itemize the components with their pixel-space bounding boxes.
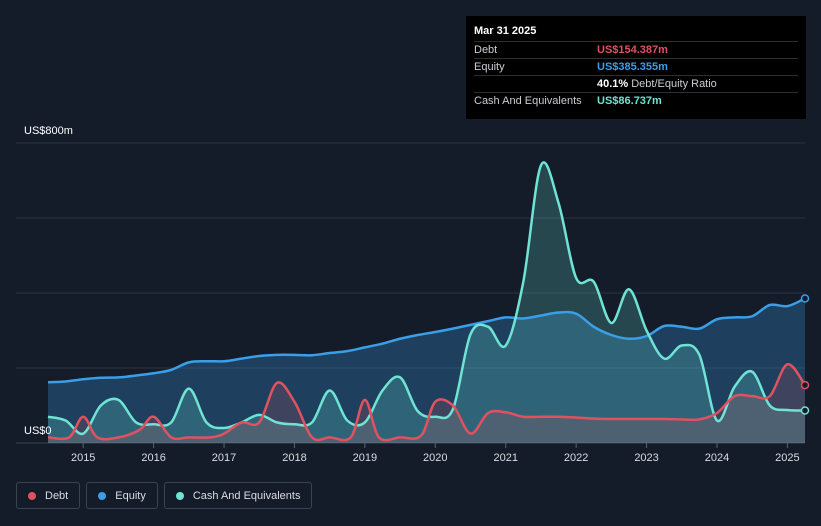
legend-item-cash[interactable]: Cash And Equivalents — [163, 482, 313, 509]
ratio-suffix: Debt/Equity Ratio — [631, 78, 717, 90]
cash-area — [48, 162, 805, 443]
x-tick-label: 2018 — [282, 452, 306, 464]
y-axis-max-label: US$800m — [24, 125, 73, 137]
equity-end-point — [800, 294, 810, 303]
tooltip-label: Equity — [474, 61, 505, 73]
tooltip-row-ratio: 40.1% Debt/Equity Ratio — [474, 75, 798, 92]
x-tick-label: 2015 — [71, 452, 95, 464]
legend-label: Debt — [45, 489, 69, 502]
cash-line — [47, 161, 806, 436]
debt-dot-icon — [28, 491, 36, 500]
series-end-markers — [800, 294, 810, 415]
legend-item-equity[interactable]: Equity — [86, 482, 158, 509]
y-axis-min-label: US$0 — [24, 425, 52, 437]
tooltip-row-cash: Cash And Equivalents US$86.737m — [474, 92, 798, 109]
series-lines — [47, 161, 807, 442]
cash-dot-icon — [175, 491, 184, 500]
x-tick-label: 2019 — [353, 452, 377, 464]
tooltip-label: Cash And Equivalents — [474, 95, 582, 107]
tooltip-value-cash: US$86.737m — [597, 95, 662, 107]
tooltip-label: Debt — [474, 44, 498, 56]
ratio-value: 40.1% — [597, 78, 629, 90]
x-tick-label: 2021 — [493, 452, 517, 464]
equity-dot-icon — [98, 491, 107, 500]
x-tick-label: 2016 — [141, 452, 165, 464]
debt-end-point — [800, 380, 810, 390]
tooltip-date: Mar 31 2025 — [474, 25, 537, 37]
x-axis-ticks: 2015 2016 2017 2018 2019 2020 2021 2022 2023 2024… — [71, 443, 800, 464]
equity-line — [47, 297, 806, 384]
tooltip-value-equity: US$385.355m — [597, 61, 668, 73]
debt-area — [48, 364, 805, 443]
x-tick-label: 2017 — [212, 452, 236, 464]
equity-area — [48, 298, 805, 443]
x-tick-label: 2023 — [634, 452, 658, 464]
cash-end-point — [800, 406, 810, 415]
x-tick-label: 2024 — [705, 452, 729, 464]
chart-legend: Debt Equity Cash And Equivalents — [16, 482, 313, 509]
x-tick-label: 2020 — [423, 452, 447, 464]
series-areas — [48, 162, 805, 443]
tooltip-value-ratio: 40.1% Debt/Equity Ratio — [597, 76, 717, 92]
x-tick-label: 2025 — [775, 452, 799, 464]
debt-line — [47, 363, 807, 442]
legend-item-debt[interactable]: Debt — [16, 482, 81, 509]
legend-label: Equity — [115, 489, 146, 502]
grid-lines — [16, 142, 805, 444]
x-tick-label: 2022 — [564, 452, 588, 464]
tooltip-row-equity: Equity US$385.355m — [474, 58, 798, 75]
tooltip-value-debt: US$154.387m — [597, 44, 668, 56]
data-tooltip: Mar 31 2025 Debt US$154.387m Equity US$3… — [466, 16, 806, 119]
tooltip-row-debt: Debt US$154.387m — [474, 41, 798, 58]
legend-label: Cash And Equivalents — [192, 489, 301, 502]
